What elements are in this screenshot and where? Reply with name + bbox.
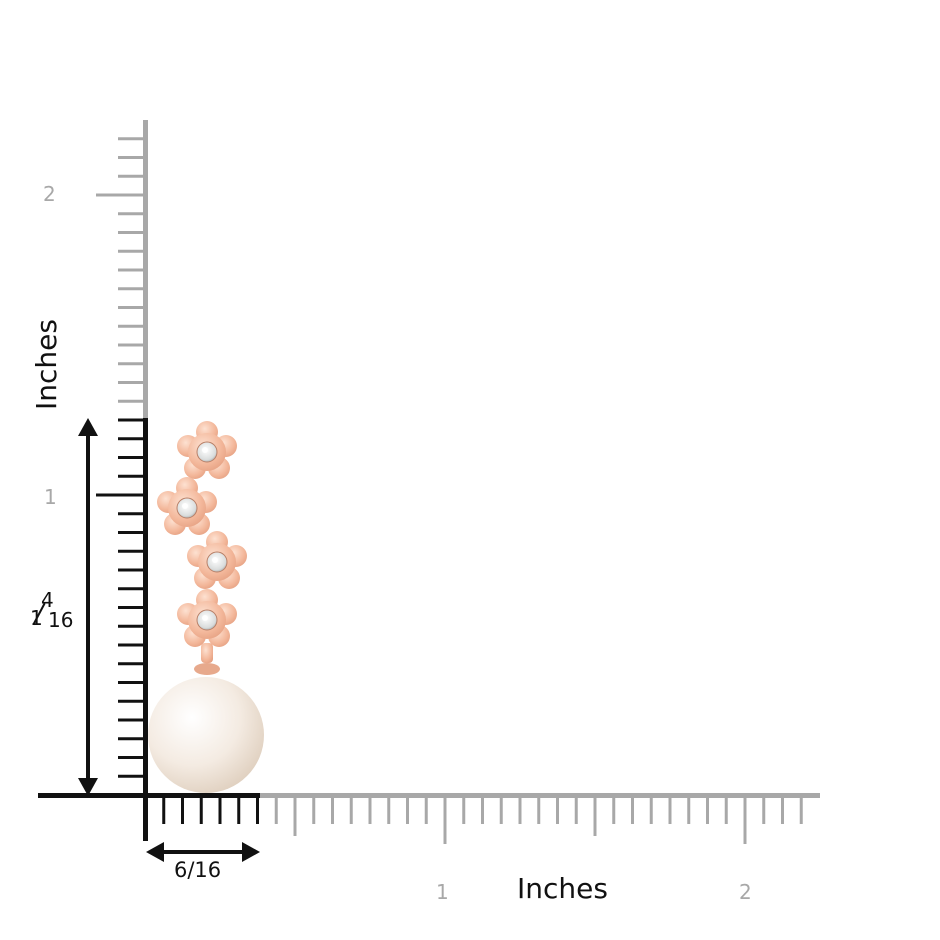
x-tick	[612, 796, 616, 824]
vertical-ruler-spine-black	[143, 418, 148, 798]
y-tick	[96, 493, 144, 497]
x-tick	[443, 796, 447, 844]
x-tick	[331, 796, 334, 824]
x-tick	[781, 796, 784, 824]
x-axis-title: Inches	[517, 872, 608, 905]
y-tick	[118, 156, 144, 159]
y-tick	[118, 306, 144, 309]
x-tick	[237, 796, 241, 824]
x-tick	[537, 796, 541, 824]
x-tick	[462, 796, 466, 824]
x-tick	[218, 796, 222, 824]
y-tick	[118, 231, 144, 234]
y-tick	[118, 249, 144, 253]
x-tick	[199, 796, 203, 824]
earring	[148, 420, 264, 793]
y-tick	[118, 456, 144, 459]
y-tick	[118, 549, 144, 553]
y-tick	[118, 756, 144, 759]
x-tick	[293, 796, 297, 836]
width-dimension-label: 6/16	[174, 858, 222, 882]
x-tick	[424, 796, 428, 824]
corner-drop	[143, 793, 148, 841]
x-tick	[368, 796, 372, 824]
x-tick-label-1: 1	[436, 880, 449, 904]
y-tick	[118, 212, 144, 216]
bail	[201, 643, 213, 663]
y-tick	[118, 587, 144, 591]
height-dimension-label: 1 4 16	[30, 588, 90, 638]
y-tick	[118, 737, 144, 741]
horizontal-ruler-spine-gray	[260, 793, 820, 798]
x-tick	[799, 796, 803, 824]
y-tick-label-1: 1	[44, 485, 57, 509]
y-tick	[118, 343, 144, 347]
flower-4	[176, 588, 238, 648]
x-tick	[274, 796, 278, 824]
x-tick	[743, 796, 747, 844]
y-tick	[118, 512, 144, 516]
x-tick	[406, 796, 409, 824]
x-tick	[762, 796, 766, 824]
y-tick	[118, 324, 144, 328]
x-tick-label-2: 2	[739, 880, 752, 904]
y-axis-title: Inches	[30, 319, 63, 410]
y-tick	[118, 699, 144, 703]
y-tick	[118, 531, 144, 534]
x-tick	[649, 796, 653, 824]
width-dimension-arrow	[146, 842, 260, 862]
y-tick	[118, 606, 144, 609]
x-tick	[631, 796, 634, 824]
y-tick	[118, 624, 144, 628]
x-tick	[518, 796, 522, 824]
y-tick	[118, 137, 144, 141]
x-tick	[481, 796, 484, 824]
y-tick	[118, 362, 144, 366]
y-tick	[118, 681, 144, 684]
y-tick	[118, 568, 144, 572]
y-tick	[118, 381, 144, 384]
x-tick	[312, 796, 316, 824]
flower-1	[176, 420, 238, 480]
x-tick	[593, 796, 597, 836]
horizontal-ruler-ticks	[162, 796, 803, 844]
y-tick	[96, 193, 144, 197]
x-tick	[387, 796, 391, 824]
pearl-cap	[194, 663, 220, 675]
x-tick	[499, 796, 503, 824]
flower-2	[156, 476, 218, 536]
vertical-ruler-spine-gray	[143, 120, 148, 418]
y-tick	[118, 399, 144, 403]
x-tick	[162, 796, 166, 824]
y-tick	[118, 174, 144, 178]
y-tick	[118, 774, 144, 778]
x-tick	[349, 796, 353, 824]
y-tick	[118, 474, 144, 478]
y-tick	[118, 287, 144, 291]
height-denominator: 16	[48, 608, 74, 632]
flower-3	[186, 530, 248, 590]
y-tick	[118, 437, 144, 441]
pearl	[148, 677, 264, 793]
x-tick	[668, 796, 672, 824]
x-tick	[574, 796, 578, 824]
height-dimension-arrow	[78, 418, 98, 796]
y-tick	[118, 718, 144, 722]
x-tick	[556, 796, 559, 824]
y-tick	[118, 662, 144, 666]
x-tick	[687, 796, 691, 824]
x-tick	[256, 796, 259, 824]
y-tick	[118, 643, 144, 647]
y-tick-label-2: 2	[43, 182, 56, 206]
y-tick	[118, 268, 144, 272]
y-tick	[118, 418, 144, 422]
x-tick	[181, 796, 184, 824]
x-tick	[724, 796, 728, 824]
vertical-ruler-ticks	[96, 137, 144, 778]
horizontal-ruler-spine-black	[38, 793, 260, 798]
x-tick	[706, 796, 709, 824]
